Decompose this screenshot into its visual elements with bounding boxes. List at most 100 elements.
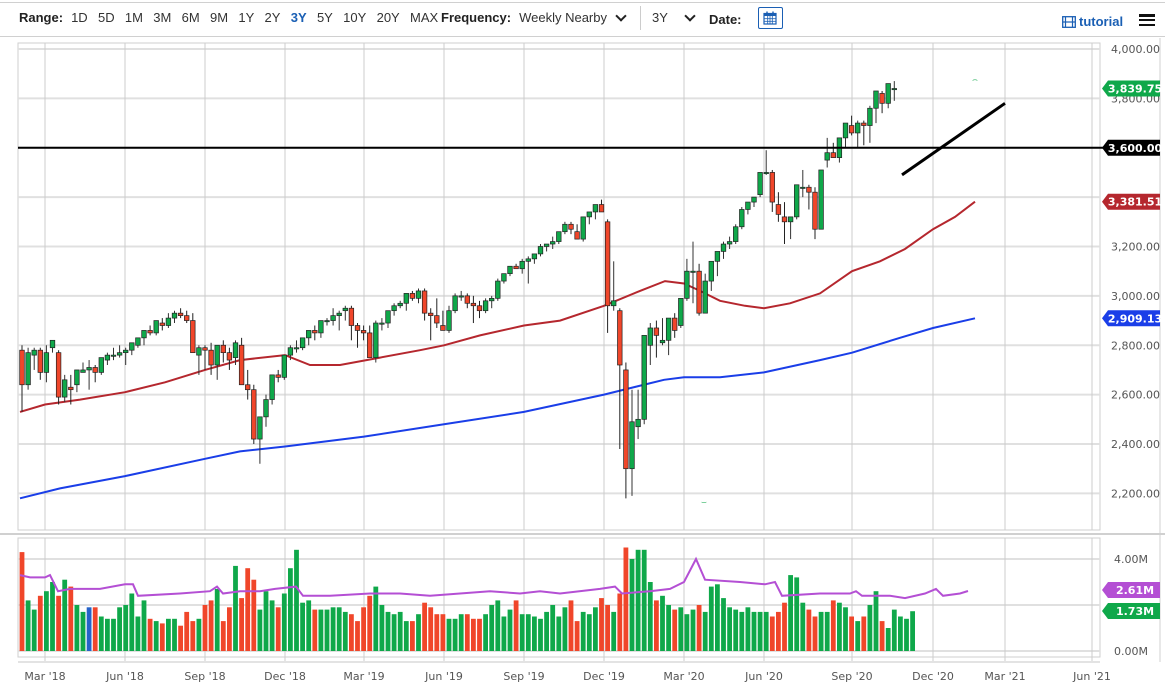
hamburger-menu-icon[interactable]: [1139, 14, 1155, 26]
range-option-3m[interactable]: 3M: [153, 10, 172, 25]
candle: [428, 312, 434, 316]
candle: [861, 122, 867, 126]
volume-bar: [300, 602, 305, 651]
candle: [745, 201, 751, 210]
candle: [507, 265, 513, 275]
volume-bar: [452, 618, 458, 651]
range-option-1y[interactable]: 1Y: [238, 10, 255, 25]
candle: [489, 297, 495, 302]
candle: [598, 204, 605, 213]
range-option-3y[interactable]: 3Y: [290, 10, 307, 25]
candle: [116, 352, 123, 356]
toolbar-bottom-border: [0, 36, 1165, 37]
price-tag-1: [1102, 139, 1160, 156]
candle: [543, 243, 550, 247]
volume-bar: [196, 618, 202, 651]
candle: [409, 293, 416, 299]
candle: [202, 347, 208, 351]
candle: [287, 347, 294, 356]
volume-bar: [263, 591, 269, 651]
volume-bar: [19, 552, 25, 651]
candle: [781, 216, 788, 223]
volume-bar: [214, 588, 220, 651]
candle: [873, 90, 879, 109]
range-option-1d[interactable]: 1D: [71, 10, 88, 25]
candle: [659, 339, 666, 344]
volume-bar: [556, 616, 562, 651]
range-option-max[interactable]: MAX: [410, 10, 439, 25]
x-tick-label: Mar '18: [24, 670, 65, 683]
candle: [818, 169, 824, 230]
volume-bar: [885, 628, 891, 651]
volume-last-tag: [1102, 603, 1160, 619]
volume-bar: [635, 549, 641, 651]
volume-bar: [123, 605, 129, 651]
volume-bar: [318, 609, 324, 651]
volume-bar: [763, 611, 769, 651]
volume-bar: [873, 591, 879, 651]
range-option-5d[interactable]: 5D: [97, 10, 115, 25]
candle: [440, 325, 446, 331]
volume-bar: [458, 614, 464, 651]
price-plot-area: [17, 42, 1101, 531]
volume-bar: [745, 607, 751, 651]
range-option-10y[interactable]: 10Y: [343, 10, 367, 25]
volume-bar: [550, 605, 556, 651]
volume-bar: [812, 616, 818, 651]
volume-bar: [733, 609, 739, 651]
range-option-20y[interactable]: 20Y: [376, 10, 400, 25]
x-tick-label: Sep '19: [503, 670, 544, 683]
trend-line[interactable]: [901, 102, 1006, 177]
candle: [556, 231, 562, 242]
candle: [653, 327, 660, 336]
candle: [495, 280, 501, 299]
volume-average-tag-label: 2.61M: [1116, 584, 1154, 597]
candle: [647, 327, 653, 346]
tutorial-link[interactable]: tutorial: [1062, 14, 1123, 29]
candle: [299, 337, 306, 349]
candle: [604, 221, 611, 307]
candle: [348, 307, 355, 326]
calendar-button[interactable]: [757, 7, 783, 29]
range-option-6m[interactable]: 6M: [181, 10, 200, 25]
volume-bar: [147, 618, 153, 651]
volume-average-line: [19, 556, 969, 600]
range-option-2y[interactable]: 2Y: [264, 10, 281, 25]
range-option-5y[interactable]: 5Y: [316, 10, 333, 25]
volume-bar: [861, 616, 867, 651]
volume-bar: [489, 605, 495, 651]
range-option-1m[interactable]: 1M: [124, 10, 143, 25]
volume-bar: [312, 609, 318, 651]
volume-bar: [403, 621, 409, 651]
volume-bar: [135, 616, 141, 651]
volume-bar: [757, 611, 763, 651]
candle: [611, 300, 617, 307]
price-tick-label: 3,200.00: [1111, 241, 1160, 254]
candle: [842, 122, 849, 139]
candle: [98, 357, 104, 373]
candle: [312, 330, 318, 334]
candle: [586, 211, 592, 218]
candle: [763, 172, 769, 174]
candle: [336, 312, 342, 316]
candle: [482, 300, 489, 312]
candle: [733, 226, 739, 242]
volume-bar: [788, 575, 793, 651]
volume-bar: [153, 621, 159, 651]
volume-bar: [647, 582, 653, 651]
frequency-dropdown[interactable]: Weekly Nearby: [519, 10, 607, 25]
range-option-9m[interactable]: 9M: [209, 10, 229, 25]
period-dropdown[interactable]: 3Y: [652, 10, 668, 25]
date-picker: Date:: [709, 7, 783, 29]
candle: [31, 349, 37, 356]
volume-average-tag: [1102, 582, 1160, 598]
volume-bar: [708, 586, 714, 651]
candle: [354, 325, 361, 331]
volume-bar: [178, 625, 183, 651]
volume-bar: [501, 616, 507, 651]
volume-bar: [910, 611, 915, 651]
volume-bar: [721, 598, 726, 651]
candle: [574, 231, 580, 240]
volume-bar: [361, 607, 366, 651]
